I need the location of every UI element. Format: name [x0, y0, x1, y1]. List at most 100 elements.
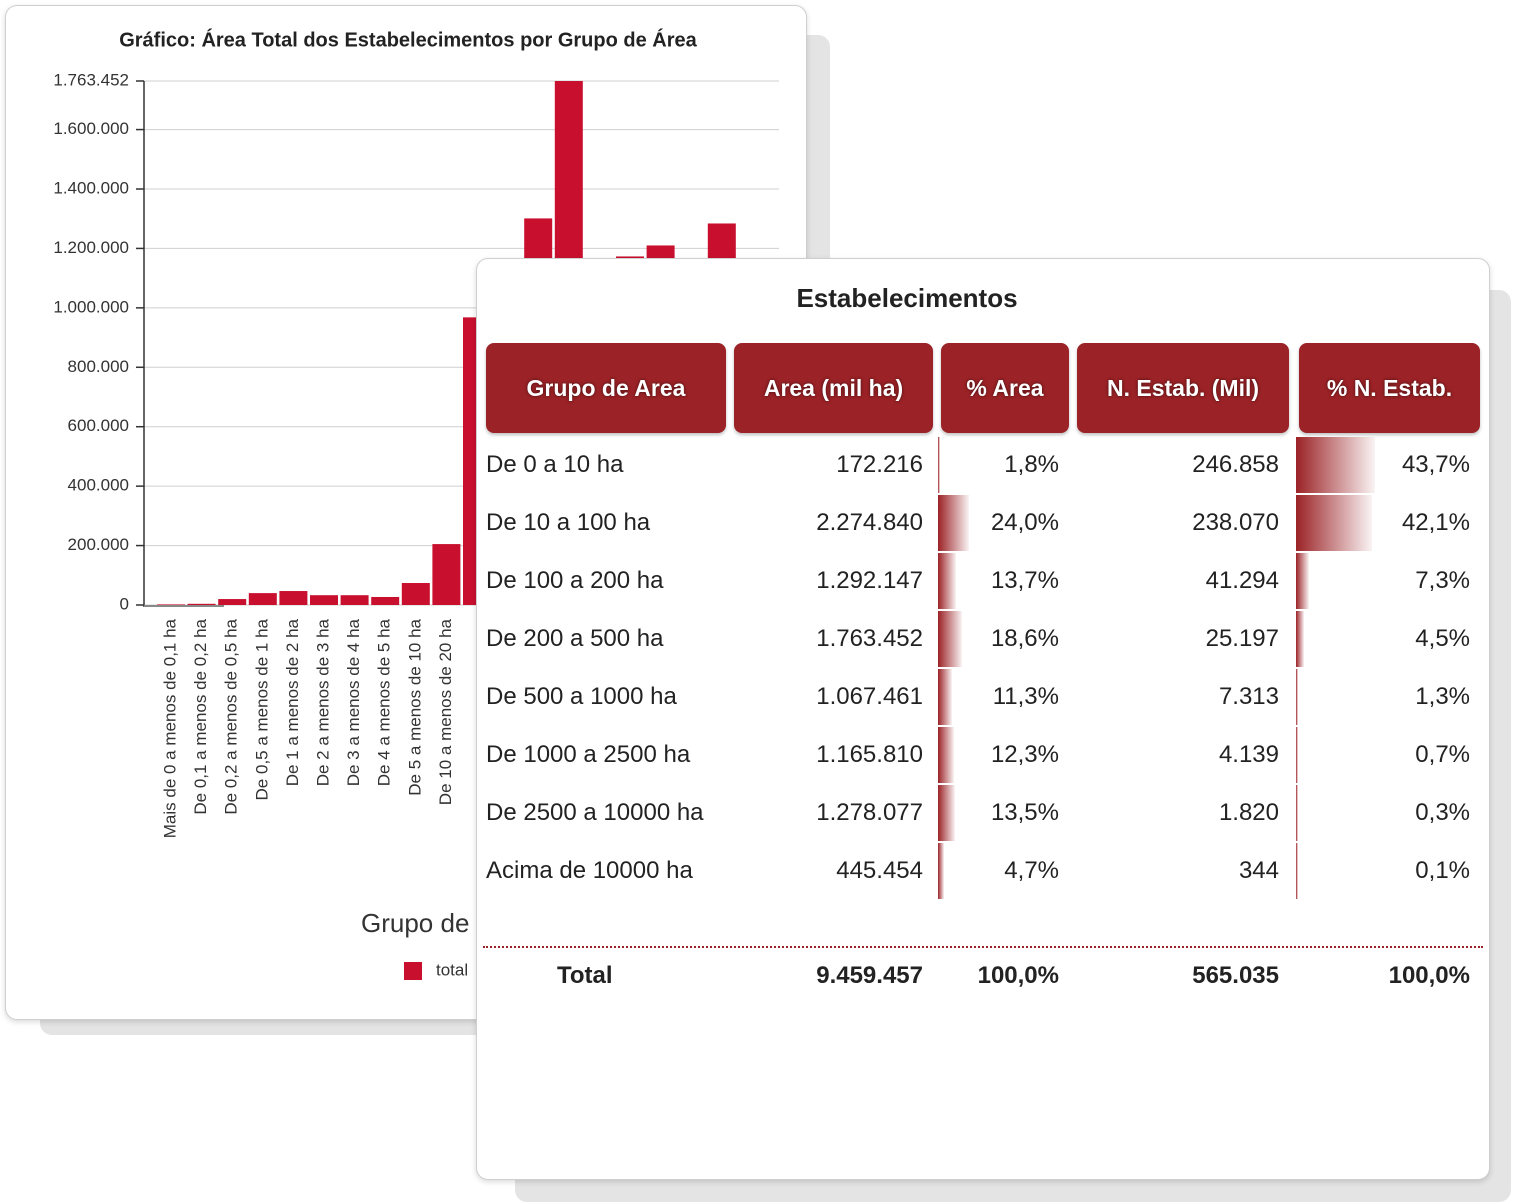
x-tick-label: De 4 a menos de 5 ha: [375, 618, 394, 786]
total-separator: [483, 946, 1483, 948]
y-tick-label: 1.200.000: [53, 238, 129, 257]
bar: [248, 593, 277, 605]
y-tick-label: 1.000.000: [53, 297, 129, 316]
table-cell: 0,1%: [1415, 857, 1470, 884]
percent-bar: [1296, 843, 1298, 899]
percent-bar: [938, 669, 953, 725]
percent-bar: [938, 727, 954, 783]
bar: [279, 591, 308, 605]
bar: [371, 596, 400, 605]
percent-bar: [1296, 611, 1305, 667]
table-cell: 42,1%: [1401, 509, 1470, 536]
table-cell: 41.294: [1205, 567, 1279, 594]
total-cell: 565.035: [1192, 962, 1279, 989]
table-cell: 18,6%: [990, 625, 1059, 652]
table-cell: 7,3%: [1415, 567, 1470, 594]
legend-swatch: [404, 962, 422, 980]
y-tick-label: 600.000: [68, 416, 129, 435]
table-cell: 4.139: [1218, 741, 1279, 768]
table-cell: 1.278.077: [816, 799, 923, 826]
table-cell: 0,3%: [1415, 799, 1470, 826]
table-cell: 1.292.147: [816, 567, 923, 594]
table-cell: 4,5%: [1415, 625, 1470, 652]
table-card: Estabelecimentos Grupo de Area Area (mil …: [476, 258, 1490, 1180]
table-cell: 43,7%: [1401, 451, 1470, 478]
x-tick-label: Mais de 0 a menos de 0,1 ha: [160, 618, 179, 838]
table-cell: 13,7%: [990, 567, 1059, 594]
bar: [432, 544, 461, 605]
table-cell: 238.070: [1192, 509, 1279, 536]
column-header: Grupo de Area: [486, 343, 726, 433]
table-cell: 246.858: [1192, 451, 1279, 478]
percent-bar: [938, 495, 969, 551]
column-header: % Area: [941, 343, 1069, 433]
table-cell: De 10 a 100 ha: [486, 509, 651, 536]
x-tick-label: De 5 a menos de 10 ha: [405, 618, 424, 795]
y-tick-label: 1.600.000: [53, 119, 129, 138]
table-cell: 7.313: [1218, 683, 1279, 710]
table-cell: De 200 a 500 ha: [486, 625, 664, 652]
percent-bar: [938, 553, 956, 609]
y-tick-label: 800.000: [68, 357, 129, 376]
percent-bar: [1296, 785, 1298, 841]
table-cell: 25.197: [1205, 625, 1279, 652]
table-cell: 12,3%: [990, 741, 1059, 768]
bar: [401, 583, 430, 605]
table-cell: 445.454: [836, 857, 923, 884]
bar: [187, 603, 216, 605]
percent-bar: [1296, 553, 1310, 609]
percent-bar: [1296, 669, 1299, 725]
table-cell: 11,3%: [992, 683, 1059, 710]
column-header: % N. Estab.: [1299, 343, 1480, 433]
x-tick-label: De 10 a menos de 20 ha: [436, 618, 455, 805]
table-cell: 1,8%: [1004, 451, 1059, 478]
total-cell: Total: [557, 962, 613, 989]
x-tick-label: De 0,1 a menos de 0,2 ha: [191, 618, 210, 814]
x-tick-label: De 0,5 a menos de 1 ha: [252, 618, 271, 800]
total-cell: 100,0%: [977, 962, 1059, 989]
table-cell: 172.216: [836, 451, 923, 478]
percent-bar: [938, 611, 962, 667]
table-cell: Acima de 10000 ha: [486, 857, 693, 884]
table-cell: 24,0%: [990, 509, 1059, 536]
x-tick-label: De 2 a menos de 3 ha: [313, 618, 332, 786]
table-cell: 1.820: [1218, 799, 1279, 826]
percent-bar: [938, 785, 956, 841]
table-cell: 2.274.840: [816, 509, 923, 536]
bar: [340, 595, 369, 605]
table-cell: 1.763.452: [816, 625, 923, 652]
table-cell: 4,7%: [1004, 857, 1059, 884]
table-cell: De 0 a 10 ha: [486, 451, 624, 478]
percent-bar: [1296, 727, 1298, 783]
y-tick-label: 0: [120, 594, 129, 613]
y-tick-label: 1.763.452: [53, 70, 129, 89]
y-tick-label: 1.400.000: [53, 178, 129, 197]
chart-title: Gráfico: Área Total dos Estabelecimentos…: [119, 28, 697, 51]
table-cell: 1.067.461: [816, 683, 923, 710]
percent-bar: [1296, 495, 1373, 551]
table-cell: 13,5%: [990, 799, 1059, 826]
table-cell: 1,3%: [1415, 683, 1470, 710]
x-tick-label: De 0,2 a menos de 0,5 ha: [222, 618, 241, 814]
table-cell: De 100 a 200 ha: [486, 567, 664, 594]
x-tick-label: De 3 a menos de 4 ha: [344, 618, 363, 786]
x-tick-label: De 1 a menos de 2 ha: [283, 618, 302, 786]
y-tick-label: 200.000: [68, 535, 129, 554]
table-cell: De 2500 a 10000 ha: [486, 799, 704, 826]
table-title: Estabelecimentos: [796, 283, 1018, 313]
total-cell: 9.459.457: [816, 962, 923, 989]
table-cell: De 1000 a 2500 ha: [486, 741, 691, 768]
bar: [310, 595, 338, 605]
table-cell: De 500 a 1000 ha: [486, 683, 677, 710]
column-header: Area (mil ha): [734, 343, 933, 433]
bar: [218, 599, 247, 605]
column-header: N. Estab. (Mil): [1077, 343, 1289, 433]
y-tick-label: 400.000: [68, 476, 129, 495]
bar: [157, 604, 185, 606]
table-cell: 1.165.810: [816, 741, 923, 768]
total-cell: 100,0%: [1388, 962, 1470, 989]
table-cell: 0,7%: [1415, 741, 1470, 768]
legend-label: total: [436, 960, 468, 979]
percent-bar: [938, 437, 941, 493]
